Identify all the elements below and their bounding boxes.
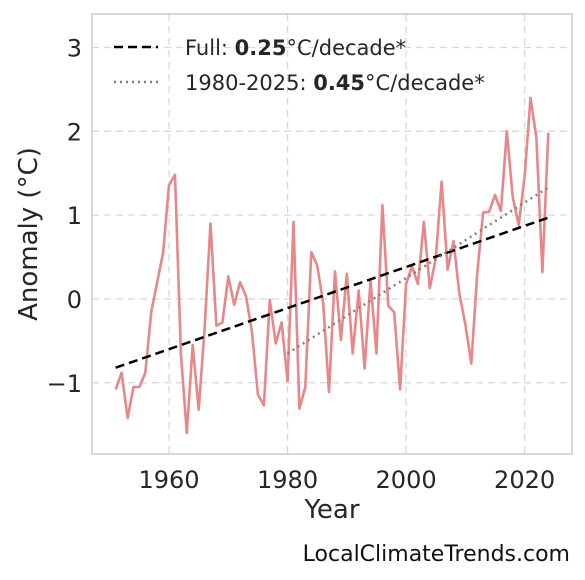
anomaly-series-line (114, 96, 550, 435)
x-tick-label: 1980 (257, 466, 318, 494)
x-axis-label: Year (303, 495, 359, 525)
x-tick-label: 2000 (376, 466, 437, 494)
legend: Full: 0.25°C/decade* 1980-2025: 0.45°C/d… (114, 36, 485, 95)
y-tick-label: 1 (67, 202, 82, 230)
y-axis-ticks: −1 0 1 2 3 (47, 35, 82, 398)
x-tick-label: 2020 (494, 466, 555, 494)
y-tick-label: −1 (47, 370, 82, 398)
credit-text: LocalClimateTrends.com (303, 542, 570, 567)
x-axis-ticks: 1960 1980 2000 2020 (138, 466, 555, 494)
grid (92, 14, 572, 454)
legend-entry-full: Full: 0.25°C/decade* (185, 36, 406, 60)
y-tick-label: 3 (67, 35, 82, 63)
legend-entry-recent: 1980-2025: 0.45°C/decade* (185, 71, 485, 95)
y-axis-label: Anomaly (°C) (14, 147, 44, 321)
y-tick-label: 2 (67, 118, 82, 146)
trend-line-full (115, 216, 549, 369)
plot-frame (91, 13, 573, 455)
data-series (114, 96, 550, 435)
x-tick-label: 1960 (138, 466, 199, 494)
y-tick-label: 0 (67, 286, 82, 314)
